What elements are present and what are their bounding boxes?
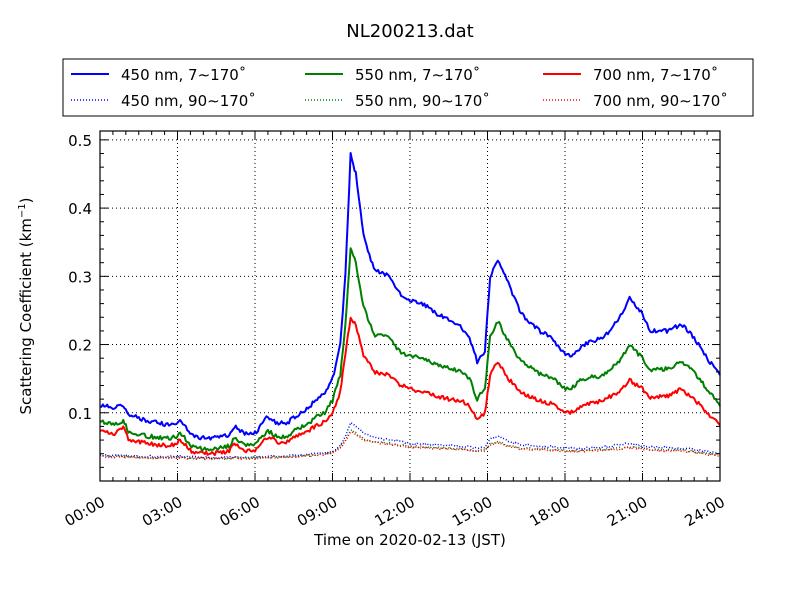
- x-tick-label: 24:00: [682, 493, 728, 530]
- x-tick-label: 18:00: [527, 493, 573, 530]
- x-tick-label: 03:00: [139, 493, 185, 530]
- y-tick-label: 0.5: [68, 132, 92, 150]
- x-tick-label: 15:00: [449, 493, 495, 530]
- series-line-2: [99, 316, 721, 457]
- series-lines: [99, 152, 721, 461]
- y-tick-label: 0.4: [68, 200, 92, 218]
- x-tick-label: 09:00: [294, 493, 340, 530]
- y-axis-label-main: Scattering Coefficient (km: [17, 218, 35, 414]
- series-line-1: [99, 247, 721, 452]
- x-tick-label: 06:00: [217, 493, 263, 530]
- ticks: 00:00 03:00 06:00 09:00 12:00 15:00 18:00 21:00…: [62, 131, 728, 530]
- legend-label: 550 nm, 7∼170˚: [355, 66, 480, 84]
- x-tick-label: 00:00: [62, 493, 108, 530]
- y-tick-label: 0.1: [68, 405, 92, 423]
- y-tick-label: 0.2: [68, 337, 92, 355]
- legend-label: 550 nm, 90∼170˚: [355, 92, 490, 110]
- x-axis-label: Time on 2020-02-13 (JST): [313, 531, 506, 549]
- grid: [100, 131, 720, 481]
- series-line-3: [99, 421, 721, 460]
- legend: 450 nm, 7∼170˚ 550 nm, 7∼170˚ 700 nm, 7∼17…: [62, 58, 754, 117]
- legend-label: 700 nm, 7∼170˚: [593, 66, 718, 84]
- x-tick-label: 12:00: [372, 493, 418, 530]
- series-line-5: [99, 431, 721, 461]
- legend-label: 450 nm, 7∼170˚: [121, 66, 246, 84]
- y-tick-label: 0.3: [68, 268, 92, 286]
- x-tick-label: 21:00: [604, 493, 650, 530]
- y-axis-label-end: ): [17, 197, 35, 203]
- legend-label: 700 nm, 90∼170˚: [593, 92, 728, 110]
- series-line-0: [99, 152, 721, 441]
- chart-title: NL200213.dat: [346, 21, 473, 42]
- y-axis-label-superscript: −1: [17, 203, 28, 218]
- legend-box: [62, 58, 754, 117]
- y-axis-label: Scattering Coefficient (km−1): [17, 197, 35, 414]
- legend-label: 450 nm, 90∼170˚: [121, 92, 256, 110]
